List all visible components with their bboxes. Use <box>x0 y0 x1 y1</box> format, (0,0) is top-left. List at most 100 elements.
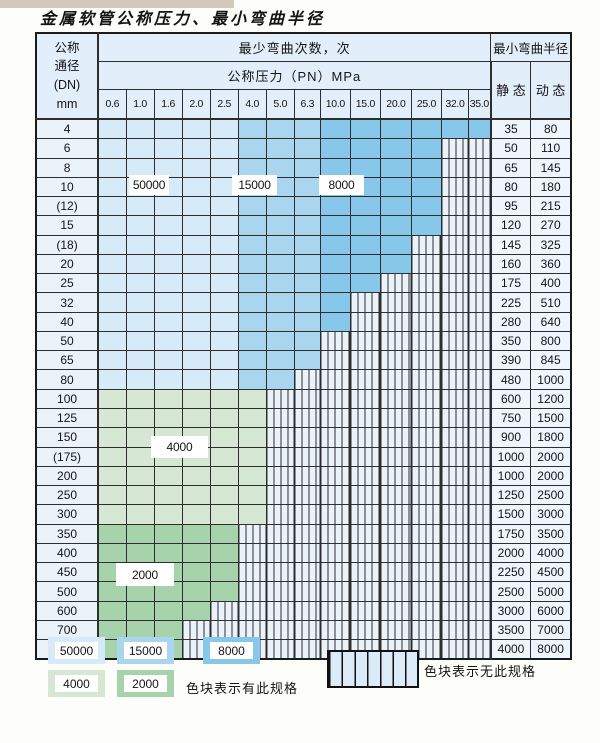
table-row: 300 1500 3000 <box>35 504 572 525</box>
spec-available-cell <box>97 465 127 487</box>
legend-swatch-4000: 4000 <box>48 670 105 697</box>
static-value-cell: 900 <box>489 427 532 448</box>
spec-unavailable-cell <box>440 581 469 602</box>
legend-swatch-label: 50000 <box>55 642 98 659</box>
static-value-cell: 50 <box>489 138 532 159</box>
spec-unavailable-cell <box>181 619 211 641</box>
spec-available-cell <box>97 485 127 506</box>
spec-available-cell <box>293 118 321 140</box>
spec-available-cell <box>209 176 239 198</box>
spec-unavailable-cell <box>209 619 239 641</box>
spec-available-cell <box>125 292 155 313</box>
spec-available-cell <box>440 118 469 140</box>
spec-unavailable-cell <box>440 196 469 217</box>
spec-available-cell <box>293 215 321 236</box>
spec-available-cell <box>125 485 155 506</box>
spec-unavailable-cell <box>440 619 469 641</box>
table-row: 8 65 145 <box>35 157 572 178</box>
bend-cycles-header: 最少弯曲次数，次 <box>97 32 492 62</box>
spec-unavailable-cell <box>410 292 442 313</box>
table-row: 200 1000 2000 <box>35 465 572 487</box>
static-value-cell: 1000 <box>489 465 532 487</box>
spec-available-cell <box>153 485 183 506</box>
dynamic-value-cell: 1200 <box>530 388 572 409</box>
static-value-cell: 750 <box>489 407 532 429</box>
spec-unavailable-cell <box>379 465 412 487</box>
spec-available-cell <box>97 369 127 390</box>
spec-available-cell <box>181 562 211 583</box>
spec-unavailable-cell <box>379 427 412 448</box>
spec-unavailable-cell <box>467 639 492 660</box>
table-row: 10 80 180 <box>35 176 572 198</box>
spec-unavailable-cell <box>410 619 442 641</box>
spec-unavailable-cell <box>265 446 295 467</box>
dn-header-line: 通径 <box>54 59 80 74</box>
dn-column-header: 公称 通径 (DN) mm <box>35 32 100 120</box>
dynamic-value-cell: 145 <box>530 157 572 178</box>
spec-available-cell <box>125 253 155 275</box>
spec-available-cell <box>319 234 351 255</box>
table-row: 450 2250 4500 <box>35 562 572 583</box>
spec-available-cell <box>181 350 211 371</box>
spec-unavailable-cell <box>349 427 381 448</box>
cycle-count-label-4000: 4000 <box>151 436 208 458</box>
scan-artifact-strip <box>0 0 234 8</box>
spec-unavailable-cell <box>265 504 295 525</box>
dynamic-value-cell: 2000 <box>530 465 572 487</box>
spec-unavailable-cell <box>467 427 492 448</box>
dn-cell: 40 <box>35 311 100 332</box>
spec-available-cell <box>125 542 155 564</box>
spec-available-cell <box>181 330 211 352</box>
spec-unavailable-cell <box>349 330 381 352</box>
spec-unavailable-cell <box>440 639 469 660</box>
spec-unavailable-cell <box>379 388 412 409</box>
spec-available-cell <box>209 138 239 159</box>
spec-available-cell <box>209 330 239 352</box>
dynamic-value-cell: 5000 <box>530 581 572 602</box>
spec-available-cell <box>293 330 321 352</box>
pressure-col-header: 2.5 <box>209 88 239 120</box>
spec-unavailable-cell <box>293 504 321 525</box>
spec-available-cell <box>125 407 155 429</box>
spec-available-cell <box>181 369 211 390</box>
spec-available-cell <box>181 581 211 602</box>
static-value-cell: 480 <box>489 369 532 390</box>
dn-cell: 4 <box>35 118 100 140</box>
cycle-count-label-50000: 50000 <box>129 175 169 195</box>
pressure-col-header: 6.3 <box>293 88 321 120</box>
static-value-cell: 3500 <box>489 619 532 641</box>
spec-unavailable-cell <box>379 485 412 506</box>
static-value-cell: 160 <box>489 253 532 275</box>
spec-unavailable-cell <box>265 600 295 621</box>
spec-unavailable-cell <box>440 485 469 506</box>
dn-cell: 8 <box>35 157 100 178</box>
no-spec-hatch-swatch <box>327 650 419 688</box>
spec-available-cell <box>153 619 183 641</box>
spec-available-cell <box>293 138 321 159</box>
spec-unavailable-cell <box>440 600 469 621</box>
spec-available-cell <box>209 118 239 140</box>
spec-table: 公称 通径 (DN) mm 最少弯曲次数，次 最小弯曲半径 公称压力（PN）MP… <box>35 32 572 661</box>
spec-unavailable-cell <box>410 388 442 409</box>
spec-available-cell <box>237 465 267 487</box>
spec-available-cell <box>237 369 267 390</box>
spec-available-cell <box>293 292 321 313</box>
dynamic-value-cell: 6000 <box>530 600 572 621</box>
spec-unavailable-cell <box>440 273 469 294</box>
static-value-cell: 65 <box>489 157 532 178</box>
spec-unavailable-cell <box>237 581 267 602</box>
table-row: 50 350 800 <box>35 330 572 352</box>
spec-available-cell <box>181 215 211 236</box>
spec-unavailable-cell <box>440 388 469 409</box>
table-row: 600 3000 6000 <box>35 600 572 621</box>
spec-unavailable-cell <box>349 446 381 467</box>
spec-available-cell <box>153 350 183 371</box>
spec-unavailable-cell <box>319 427 351 448</box>
spec-available-cell <box>181 157 211 178</box>
spec-available-cell <box>153 523 183 544</box>
legend-swatch-2000: 2000 <box>117 670 174 697</box>
spec-available-cell <box>237 388 267 409</box>
spec-unavailable-cell <box>467 581 492 602</box>
table-row: 100 600 1200 <box>35 388 572 409</box>
spec-available-cell <box>97 311 127 332</box>
